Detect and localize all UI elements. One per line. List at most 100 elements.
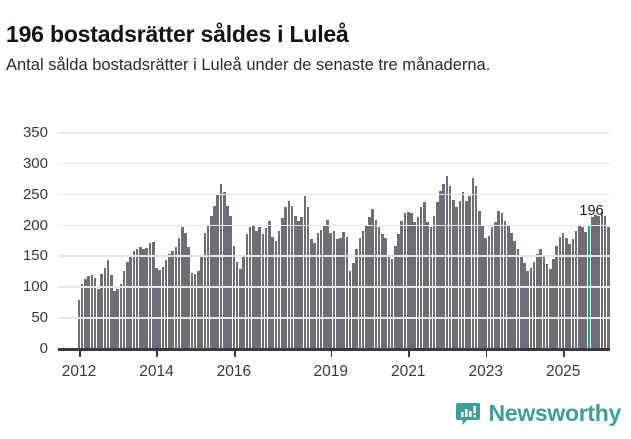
bar[interactable] bbox=[461, 192, 465, 348]
bar[interactable] bbox=[513, 240, 517, 348]
bar[interactable] bbox=[510, 233, 513, 348]
bar[interactable] bbox=[439, 191, 442, 348]
bar[interactable] bbox=[445, 176, 449, 348]
bar[interactable] bbox=[297, 220, 300, 348]
bar[interactable] bbox=[523, 262, 526, 348]
bar[interactable] bbox=[397, 234, 400, 348]
bar[interactable] bbox=[487, 235, 491, 348]
bar[interactable] bbox=[77, 299, 81, 348]
bar[interactable] bbox=[516, 249, 520, 348]
bar[interactable] bbox=[426, 222, 429, 348]
bar[interactable] bbox=[474, 186, 478, 348]
bar[interactable] bbox=[497, 211, 500, 348]
bar[interactable] bbox=[387, 255, 391, 348]
bar[interactable] bbox=[381, 234, 384, 348]
bar[interactable] bbox=[448, 186, 452, 348]
bar[interactable] bbox=[126, 261, 129, 348]
bar[interactable] bbox=[310, 239, 313, 348]
bar[interactable] bbox=[352, 262, 355, 348]
bar[interactable] bbox=[477, 211, 481, 348]
bar[interactable] bbox=[597, 215, 600, 348]
bar[interactable] bbox=[519, 256, 523, 348]
bar[interactable] bbox=[345, 236, 349, 348]
bar[interactable] bbox=[84, 278, 87, 348]
bar[interactable] bbox=[358, 238, 362, 348]
bar[interactable] bbox=[190, 272, 194, 348]
bar[interactable] bbox=[423, 202, 426, 348]
bar[interactable] bbox=[97, 289, 100, 348]
bar[interactable] bbox=[277, 230, 281, 348]
bar[interactable] bbox=[403, 213, 407, 348]
bar[interactable] bbox=[500, 213, 504, 348]
bar[interactable] bbox=[90, 275, 94, 348]
bar[interactable] bbox=[200, 255, 203, 348]
bar[interactable] bbox=[226, 206, 229, 348]
bar[interactable] bbox=[210, 215, 213, 348]
bar[interactable] bbox=[413, 222, 416, 348]
bar[interactable] bbox=[503, 220, 507, 348]
bar[interactable] bbox=[151, 241, 155, 348]
bar[interactable] bbox=[371, 208, 375, 348]
bar[interactable] bbox=[545, 264, 549, 348]
bar[interactable] bbox=[374, 219, 378, 348]
bar[interactable] bbox=[232, 245, 236, 348]
bar[interactable] bbox=[158, 270, 161, 348]
bar[interactable] bbox=[590, 217, 594, 348]
bar[interactable] bbox=[164, 260, 168, 348]
bar[interactable] bbox=[319, 229, 323, 348]
bar[interactable] bbox=[432, 215, 436, 348]
bar[interactable] bbox=[600, 212, 604, 348]
bar[interactable] bbox=[536, 254, 539, 348]
bar[interactable] bbox=[465, 201, 468, 348]
bar[interactable] bbox=[442, 183, 446, 348]
bar[interactable] bbox=[342, 231, 345, 348]
bar[interactable] bbox=[555, 245, 559, 348]
bar[interactable] bbox=[361, 230, 365, 348]
bar[interactable] bbox=[400, 220, 404, 348]
bar[interactable] bbox=[484, 238, 487, 348]
bar[interactable] bbox=[584, 231, 588, 348]
bar[interactable] bbox=[145, 248, 149, 348]
bar[interactable] bbox=[326, 219, 329, 348]
bar[interactable] bbox=[452, 199, 455, 348]
bar[interactable] bbox=[355, 249, 358, 348]
bar[interactable] bbox=[406, 212, 410, 348]
bar[interactable] bbox=[129, 255, 132, 348]
bar[interactable] bbox=[242, 256, 245, 348]
bar[interactable] bbox=[203, 233, 207, 348]
bar[interactable] bbox=[255, 230, 258, 348]
bar[interactable] bbox=[271, 236, 274, 348]
bar[interactable] bbox=[332, 230, 336, 348]
bar[interactable] bbox=[171, 250, 174, 348]
bar[interactable] bbox=[142, 249, 145, 348]
bar[interactable] bbox=[455, 207, 458, 348]
bar[interactable] bbox=[303, 196, 307, 348]
bar[interactable] bbox=[529, 267, 533, 348]
bar[interactable] bbox=[339, 238, 342, 348]
bar[interactable] bbox=[245, 234, 249, 348]
bar[interactable] bbox=[148, 243, 152, 348]
bar[interactable] bbox=[284, 207, 287, 348]
bar[interactable] bbox=[187, 246, 191, 348]
bar[interactable] bbox=[168, 254, 171, 348]
bar[interactable] bbox=[416, 217, 420, 348]
bar[interactable] bbox=[290, 206, 294, 348]
bar[interactable] bbox=[390, 259, 394, 348]
bar[interactable] bbox=[87, 276, 90, 348]
bar[interactable] bbox=[174, 246, 178, 348]
bar[interactable] bbox=[603, 215, 607, 348]
bar[interactable] bbox=[119, 283, 123, 348]
bar[interactable] bbox=[436, 202, 439, 348]
bar[interactable] bbox=[139, 246, 142, 348]
bar[interactable] bbox=[384, 238, 387, 348]
bar[interactable] bbox=[574, 230, 578, 348]
bar[interactable] bbox=[219, 183, 223, 348]
bar[interactable] bbox=[594, 214, 597, 348]
bar[interactable] bbox=[568, 244, 571, 348]
bar[interactable] bbox=[103, 267, 107, 348]
bar[interactable] bbox=[306, 207, 310, 348]
bar[interactable] bbox=[329, 233, 333, 348]
bar[interactable] bbox=[122, 271, 126, 348]
bar[interactable] bbox=[287, 201, 291, 348]
bar[interactable] bbox=[419, 207, 423, 348]
